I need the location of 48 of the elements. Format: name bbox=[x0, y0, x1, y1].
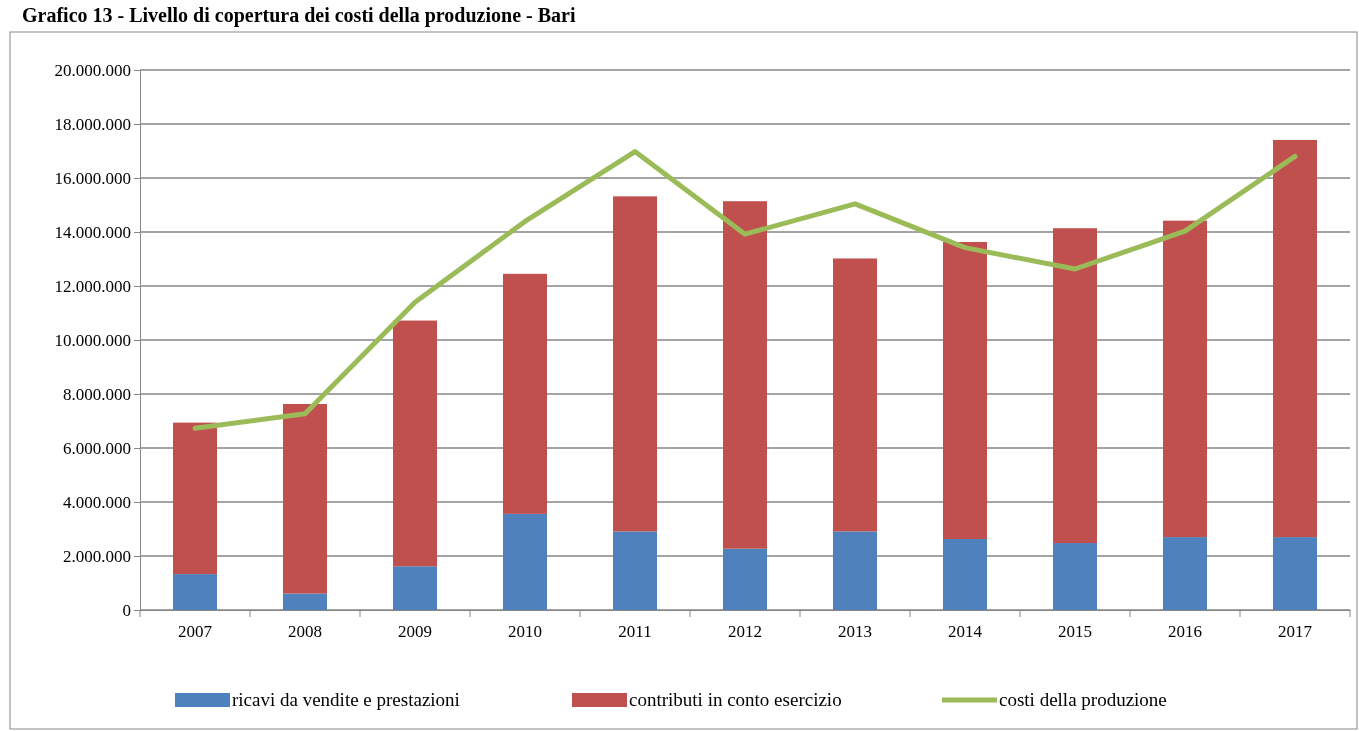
bar bbox=[283, 593, 327, 610]
bar bbox=[613, 531, 657, 610]
bar bbox=[503, 513, 547, 610]
bar bbox=[503, 273, 547, 514]
x-tick-label: 2015 bbox=[1058, 621, 1092, 641]
x-tick-label: 2014 bbox=[948, 621, 983, 641]
bar bbox=[1163, 537, 1207, 610]
chart-title: Grafico 13 - Livello di copertura dei costi della produzione - Bari bbox=[22, 4, 576, 27]
bar bbox=[943, 538, 987, 610]
y-tick-label: 10.000.000 bbox=[54, 330, 131, 350]
bar bbox=[173, 422, 217, 575]
y-tick-label: 4.000.000 bbox=[63, 492, 131, 512]
x-tick-label: 2008 bbox=[288, 621, 322, 641]
bar bbox=[833, 531, 877, 610]
bar bbox=[1273, 537, 1317, 610]
legend-label: ricavi da vendite e prestazioni bbox=[232, 689, 460, 710]
legend-label: costi della produzione bbox=[999, 689, 1167, 710]
bar bbox=[173, 574, 217, 610]
bar bbox=[723, 548, 767, 610]
x-tick-label: 2011 bbox=[618, 621, 652, 641]
bar bbox=[393, 566, 437, 610]
x-tick-label: 2012 bbox=[728, 621, 762, 641]
bar bbox=[283, 403, 327, 594]
legend-label: contributi in conto esercizio bbox=[629, 689, 842, 710]
y-tick-label: 6.000.000 bbox=[63, 438, 131, 458]
y-tick-label: 8.000.000 bbox=[63, 384, 131, 404]
y-tick-label: 20.000.000 bbox=[54, 60, 131, 80]
y-tick-label: 16.000.000 bbox=[54, 168, 131, 188]
y-tick-label: 2.000.000 bbox=[63, 546, 131, 566]
bar bbox=[943, 241, 987, 539]
y-tick-label: 12.000.000 bbox=[54, 276, 131, 296]
bar bbox=[613, 196, 657, 532]
bar bbox=[833, 258, 877, 532]
bar bbox=[1273, 139, 1317, 538]
x-tick-label: 2007 bbox=[178, 621, 213, 641]
bar bbox=[1163, 220, 1207, 538]
bar bbox=[723, 201, 767, 549]
x-tick-label: 2009 bbox=[398, 621, 432, 641]
bar bbox=[1053, 228, 1097, 544]
bar bbox=[1053, 543, 1097, 610]
x-tick-label: 2016 bbox=[1168, 621, 1202, 641]
y-tick-label: 14.000.000 bbox=[54, 222, 131, 242]
bar bbox=[393, 320, 437, 567]
y-tick-label: 18.000.000 bbox=[54, 114, 131, 134]
x-tick-label: 2017 bbox=[1278, 621, 1313, 641]
y-tick-label: 0 bbox=[122, 600, 131, 620]
x-tick-label: 2010 bbox=[508, 621, 542, 641]
x-tick-label: 2013 bbox=[838, 621, 872, 641]
